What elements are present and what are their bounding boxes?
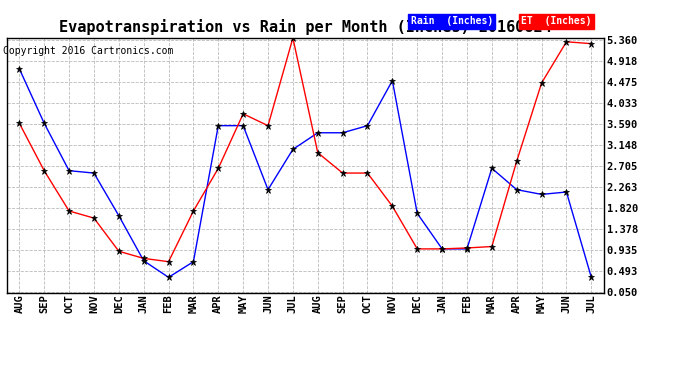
Title: Evapotranspiration vs Rain per Month (Inches) 20160824: Evapotranspiration vs Rain per Month (In… bbox=[59, 19, 552, 35]
Text: Rain  (Inches): Rain (Inches) bbox=[411, 16, 493, 26]
Text: ET  (Inches): ET (Inches) bbox=[521, 16, 591, 26]
Text: Copyright 2016 Cartronics.com: Copyright 2016 Cartronics.com bbox=[3, 46, 174, 56]
